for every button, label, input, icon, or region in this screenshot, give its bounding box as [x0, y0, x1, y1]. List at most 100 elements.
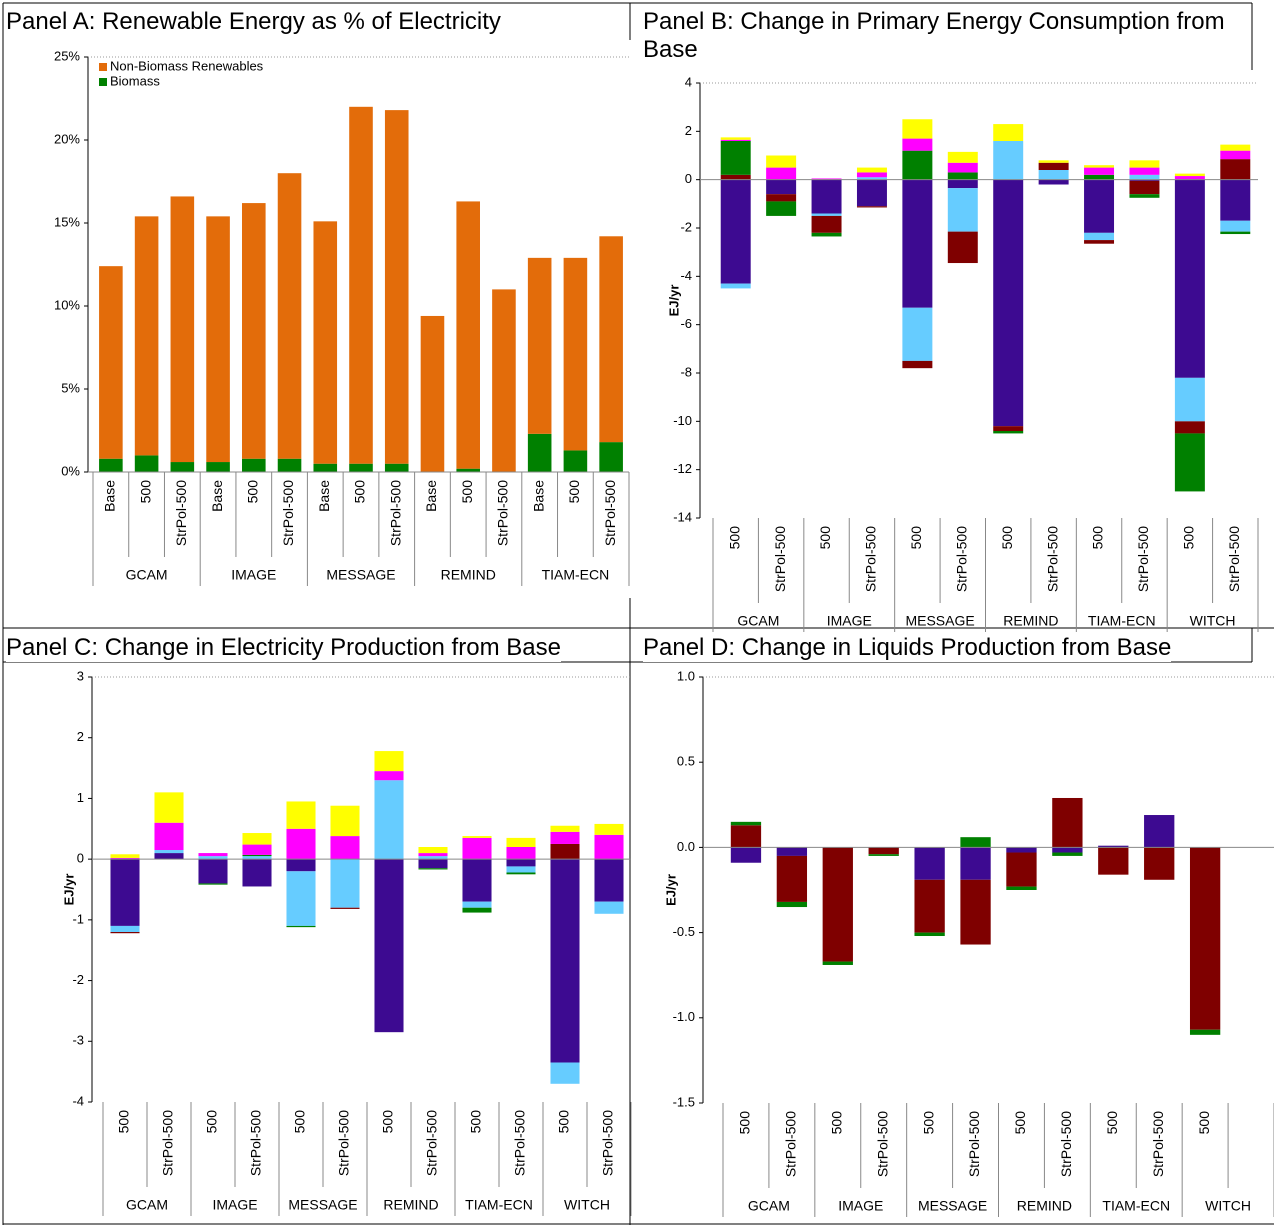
x-tick-label: StrPol-500	[1135, 526, 1151, 592]
bar-segment	[313, 463, 338, 472]
bar-segment	[993, 426, 1024, 431]
bar-segment	[242, 844, 272, 855]
bar-segment	[730, 821, 762, 826]
bar-segment	[1084, 232, 1115, 241]
group-label: REMIND	[383, 1197, 438, 1213]
bar-segment	[242, 458, 266, 472]
bar-segment	[720, 283, 751, 289]
y-tick-label: -8	[680, 364, 692, 379]
bar-segment	[550, 1062, 580, 1084]
bar-segment	[960, 837, 991, 848]
bar-segment	[960, 847, 991, 880]
x-tick-label: StrPol-500	[600, 1110, 616, 1176]
bar-segment	[242, 203, 266, 459]
bar-segment	[730, 847, 762, 863]
x-tick-label: 500	[1181, 526, 1197, 550]
group-label: IMAGE	[827, 613, 872, 629]
bar-segment	[720, 174, 751, 180]
bar-segment	[993, 179, 1024, 427]
bar-segment	[154, 822, 184, 851]
x-tick-label: 500	[116, 1110, 132, 1134]
legend-label: Biomass	[110, 73, 160, 88]
bar-segment	[766, 179, 797, 195]
bar-segment	[154, 853, 184, 860]
bar-segment	[418, 859, 448, 869]
bar-segment	[550, 843, 580, 860]
y-tick-label: 5%	[61, 380, 80, 395]
bar-segment	[492, 289, 516, 472]
x-tick-label: 500	[204, 1110, 220, 1134]
bar-segment	[506, 866, 536, 873]
bar-segment	[776, 855, 808, 902]
bar-segment	[1084, 174, 1115, 180]
bar-segment	[198, 856, 228, 860]
bar-segment	[374, 771, 404, 781]
bar-segment	[1189, 847, 1221, 1030]
bar-segment	[462, 837, 492, 860]
bar-segment	[811, 178, 842, 180]
bar-segment	[462, 859, 492, 902]
bar-segment	[563, 257, 588, 451]
bar-segment	[822, 847, 853, 962]
panel-title: Panel A: Renewable Energy as % of Electr…	[6, 8, 501, 36]
bar-segment	[563, 450, 588, 472]
bar-segment	[856, 167, 887, 173]
bar-segment	[856, 172, 887, 178]
y-tick-label: 2	[685, 123, 692, 138]
bar-segment	[856, 179, 887, 207]
bar-segment	[993, 124, 1024, 141]
bar-segment	[822, 961, 853, 965]
bar-segment	[720, 179, 751, 284]
bar-segment	[242, 833, 272, 845]
y-axis-title: EJ/yr	[666, 285, 681, 317]
y-tick-label: -10	[673, 413, 692, 428]
bar-segment	[170, 462, 195, 472]
x-tick-label: 500	[817, 526, 833, 550]
x-tick-label: 500	[828, 1111, 844, 1135]
legend-label: Non-Biomass Renewables	[110, 58, 264, 73]
bar-segment	[1189, 1029, 1221, 1035]
bar-segment	[902, 150, 933, 180]
group-label: WITCH	[1205, 1198, 1251, 1214]
x-tick-label: StrPol-500	[495, 480, 511, 546]
bar-segment	[1129, 174, 1160, 180]
bar-segment	[1038, 179, 1069, 185]
bar-segment	[1220, 159, 1251, 180]
group-label: GCAM	[126, 1197, 168, 1213]
bar-segment	[720, 139, 751, 141]
bar-segment	[154, 792, 184, 823]
bar-segment	[599, 236, 623, 443]
bar-segment	[198, 883, 228, 885]
bar-segment	[110, 854, 140, 858]
bar-segment	[550, 831, 580, 844]
bar-segment	[456, 201, 480, 469]
bar-segment	[206, 216, 230, 463]
x-tick-label: 500	[726, 526, 742, 550]
bar-segment	[993, 431, 1024, 434]
x-tick-label: StrPol-500	[248, 1110, 264, 1176]
bar-segment	[947, 231, 978, 264]
x-tick-label: StrPol-500	[602, 480, 618, 546]
bar-segment	[527, 433, 552, 472]
bar-segment	[776, 847, 808, 856]
y-tick-label: -2	[680, 219, 692, 234]
bar-segment	[418, 853, 448, 857]
bar-segment	[1084, 165, 1115, 168]
bar-segment	[506, 859, 536, 867]
bar-segment	[99, 458, 123, 472]
bar-segment	[418, 847, 448, 854]
legend-swatch	[99, 63, 107, 71]
group-label: REMIND	[1017, 1198, 1072, 1214]
bar-segment	[506, 837, 536, 847]
bar-segment	[1129, 160, 1160, 168]
x-tick-label: StrPol-500	[512, 1110, 528, 1176]
bar-segment	[242, 856, 272, 860]
y-tick-label: 0	[77, 851, 84, 866]
bar-segment	[594, 834, 624, 860]
bar-segment	[313, 221, 338, 464]
y-tick-label: -14	[673, 509, 692, 524]
bar-segment	[766, 167, 797, 180]
x-tick-label: 500	[1090, 526, 1106, 550]
x-tick-label: StrPol-500	[1058, 1111, 1074, 1177]
